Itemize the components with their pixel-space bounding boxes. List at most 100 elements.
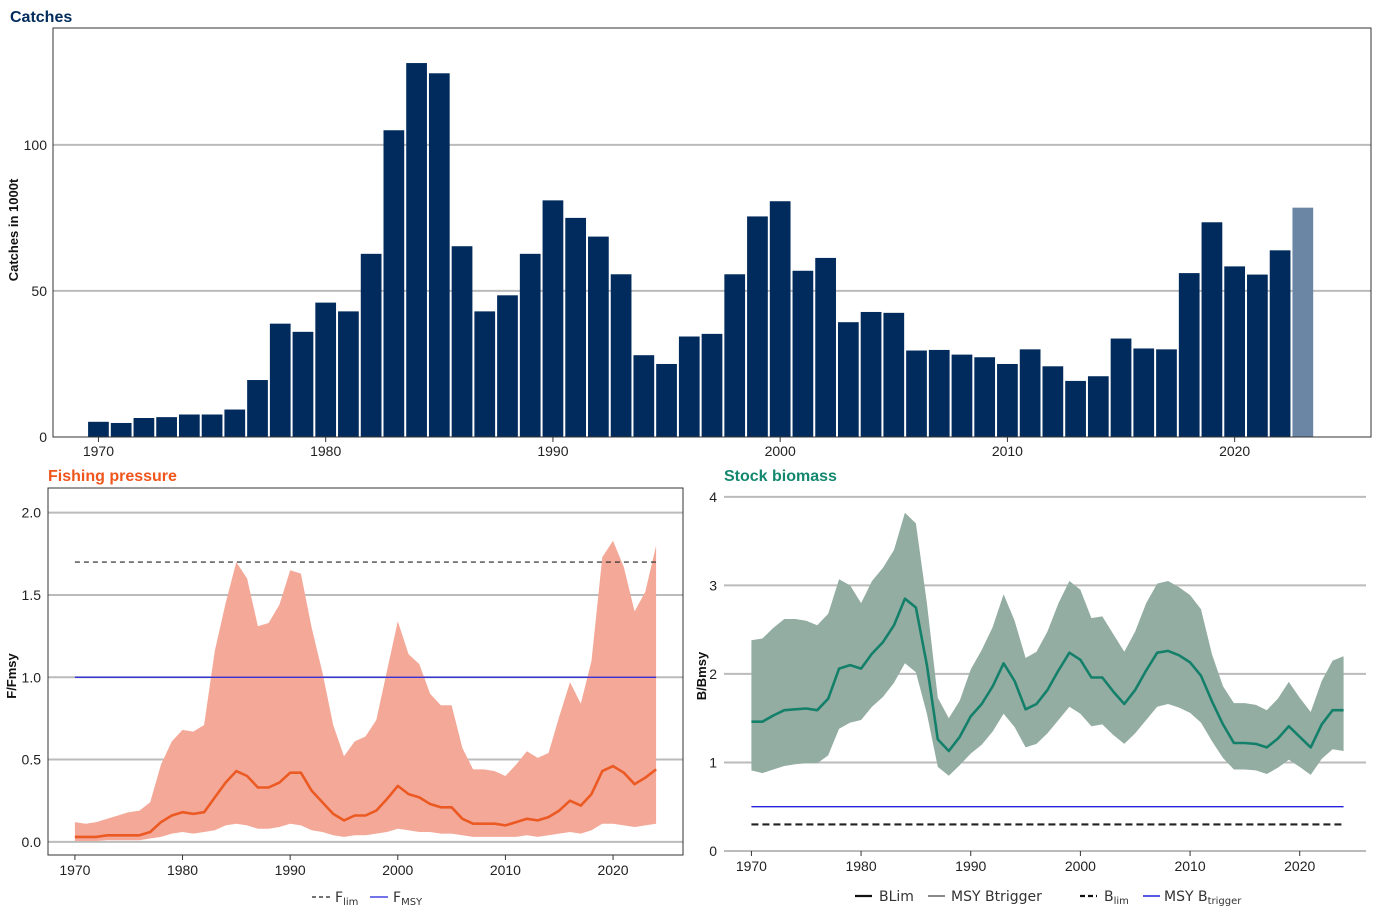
bio-y-tick-label: 2 — [709, 666, 717, 682]
catch-bar — [678, 336, 700, 437]
catch-bar — [269, 323, 291, 437]
fish-x-tick-label: 1980 — [167, 862, 198, 878]
catches-x-tick-label: 1990 — [537, 443, 568, 459]
catch-bar — [860, 311, 882, 437]
bio-x-tick-label: 1990 — [955, 858, 986, 874]
catch-bar — [565, 217, 587, 437]
msy-btrigger-legend-label-1: MSY Btrigger — [951, 889, 1042, 905]
catch-bar — [1156, 349, 1177, 437]
catch-bar — [1201, 222, 1223, 437]
catch-bar — [201, 414, 223, 437]
fish-x-tick-label: 1970 — [59, 862, 90, 878]
fishing-mortality-line — [74, 764, 657, 839]
catch-bar — [951, 354, 973, 437]
bio-y-tick-label: 0 — [709, 843, 717, 859]
catch-bar — [1110, 338, 1132, 437]
catch-bar — [406, 63, 427, 438]
catch-bar — [724, 274, 746, 437]
catch-bar — [360, 253, 382, 437]
fishing-pressure-panel: Fishing pressure F/Fmsy 0.00.51.01.52.0 … — [4, 468, 684, 908]
catches-x-tick-label: 2000 — [765, 443, 796, 459]
fishing-x-ticks: 1970 1980 1990 2000 2010 2020 — [59, 855, 629, 878]
catches-plot-frame — [52, 27, 1372, 438]
fish-y-tick-label: 1.5 — [22, 587, 42, 603]
biomass-y-ticks: 0 1 2 3 4 — [709, 489, 717, 859]
catch-bar — [292, 331, 314, 437]
catches-gridlines — [53, 143, 1371, 292]
fishing-y-axis-label: F/Fmsy — [4, 652, 19, 698]
biomass-line — [751, 597, 1344, 753]
catch-bar — [315, 302, 337, 437]
catch-bar — [88, 421, 109, 437]
fish-x-tick-label: 2010 — [490, 862, 521, 878]
catch-bar — [383, 130, 405, 437]
catch-bar — [928, 349, 950, 437]
bio-y-tick-label: 1 — [709, 754, 717, 770]
catch-bar — [428, 73, 450, 438]
catch-bar — [588, 236, 609, 437]
fish-y-tick-label: 2.0 — [22, 505, 42, 521]
catch-bar — [1224, 266, 1246, 437]
catch-bar — [747, 216, 768, 437]
catches-y-tick-label: 50 — [31, 283, 47, 299]
catch-bar — [474, 311, 496, 437]
catch-bar — [701, 333, 723, 437]
catch-bar — [997, 363, 1018, 437]
catch-bar — [837, 322, 859, 437]
catches-x-ticks: 1970 1980 1990 2000 2010 2020 — [83, 437, 1250, 459]
fishing-pressure-title: Fishing pressure — [48, 468, 177, 485]
fish-y-tick-label: 0.5 — [22, 752, 42, 768]
biomass-x-ticks: 1970 1980 1990 2000 2010 2020 — [736, 851, 1316, 874]
fishing-confidence-band — [74, 540, 657, 841]
stock-biomass-title: Stock biomass — [724, 468, 837, 485]
catch-bar — [633, 355, 655, 437]
biomass-y-axis-label: B/Bmsy — [694, 651, 709, 700]
catch-bar — [1247, 274, 1268, 437]
catch-bar — [610, 274, 632, 437]
bio-x-tick-label: 2020 — [1284, 858, 1315, 874]
biomass-confidence-band — [751, 512, 1344, 776]
fishing-plot-frame — [47, 487, 684, 856]
blim-legend-label-1: BLim — [879, 889, 914, 905]
catches-title: Catches — [10, 9, 72, 26]
catch-bar — [1178, 273, 1200, 437]
catch-bar — [542, 200, 564, 437]
catch-bar — [1133, 348, 1155, 437]
catch-bar — [906, 350, 927, 437]
catch-bar — [815, 257, 836, 437]
catch-bar — [497, 295, 518, 437]
catch-bar-projected — [1292, 207, 1314, 437]
catches-x-tick-label: 2020 — [1219, 443, 1250, 459]
catches-x-tick-label: 1970 — [83, 443, 114, 459]
fmsy-legend-label: FMSY — [393, 890, 423, 908]
catch-bar — [451, 246, 473, 437]
fishing-legend: Flim FMSY — [312, 890, 423, 908]
blim-legend-label-2: Blim — [1104, 889, 1129, 907]
catch-bar — [110, 422, 132, 437]
catches-y-axis-label: Catches in 1000t — [6, 178, 21, 281]
catches-x-tick-label: 2010 — [992, 443, 1023, 459]
fishing-y-ticks: 0.0 0.5 1.0 1.5 2.0 — [22, 505, 42, 850]
bio-y-tick-label: 3 — [709, 577, 717, 593]
catch-bar — [1065, 380, 1086, 437]
bio-x-tick-label: 1970 — [736, 858, 767, 874]
biomass-legend: BLim MSY Btrigger Blim MSY Btrigger — [855, 889, 1242, 907]
bio-x-tick-label: 1980 — [845, 858, 876, 874]
bio-x-tick-label: 2010 — [1174, 858, 1205, 874]
catch-bar — [156, 417, 177, 437]
bio-y-tick-label: 4 — [709, 489, 717, 505]
catch-bar — [247, 380, 268, 437]
catches-x-tick-label: 1980 — [310, 443, 341, 459]
catch-bar — [338, 311, 359, 437]
bio-x-tick-label: 2000 — [1065, 858, 1096, 874]
catches-y-tick-label: 0 — [39, 429, 47, 445]
catch-bar — [224, 409, 246, 437]
catches-y-ticks: 0 50 100 — [24, 137, 48, 445]
catch-bar — [178, 414, 200, 437]
stock-biomass-panel: Stock biomass B/Bmsy 0 1 2 3 4 1970 1980 1990 2… — [694, 468, 1366, 907]
catch-bar — [656, 363, 677, 437]
flim-legend-label: Flim — [335, 890, 358, 908]
catch-bar — [883, 312, 905, 437]
catch-bar — [1087, 376, 1109, 437]
